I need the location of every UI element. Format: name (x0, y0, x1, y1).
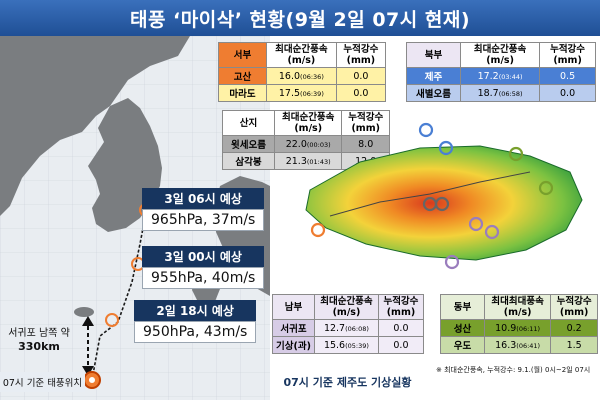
station-markers (310, 122, 554, 270)
table-row: 기상(과) 15.6(05:39) 0.0 (272, 336, 425, 354)
table-header: 최대최대풍속 (m/s) (483, 294, 552, 320)
forecast-value: 965hPa, 37m/s (142, 209, 265, 231)
forecast-box-1: 3일 06시 예상 965hPa, 37m/s (142, 188, 265, 231)
table-header: 최대순간풍속 (m/s) (314, 294, 379, 320)
table-header: 최대순간풍속 (m/s) (266, 42, 337, 68)
forecast-box-3: 2일 18시 예상 950hPa, 43m/s (134, 300, 257, 343)
jeju-weather-map (305, 122, 583, 270)
jeju-caption: 07시 기준 제주도 기상실황 (283, 376, 412, 389)
typhoon-track-line (91, 211, 147, 381)
table-header: 누적강수 (mm) (550, 294, 598, 320)
table-header: 최대순간풍속 (m/s) (459, 42, 541, 68)
forecast-time: 3일 06시 예상 (142, 188, 265, 209)
station-east-icon (508, 146, 524, 162)
table-row: 윗세오름 22.0(00:03) 8.0 (222, 135, 390, 153)
forecast-value: 950hPa, 43m/s (134, 321, 257, 343)
table-row: 마라도 17.5(06:39) 0.0 (218, 84, 387, 102)
east-table: 동부 최대최대풍속 (m/s) 누적강수 (mm) 성산 10.9(06:11)… (440, 294, 598, 354)
table-header: 최대순간풍속 (m/s) (273, 110, 343, 136)
forecast-value: 955hPa, 40m/s (142, 267, 265, 289)
footnote: ※ 최대순간풍속, 누적강수: 9.1.(월) 0시~2일 07시 (436, 366, 591, 374)
page-title: 태풍 ‘마이삭’ 현황(9월 2일 07시 현재) (129, 8, 471, 31)
station-mountain-icon (434, 196, 450, 212)
station-south-icon (484, 224, 500, 240)
station-north-icon (438, 140, 454, 156)
current-position-label: 07시 기준 태풍위치 (0, 372, 85, 392)
west-table: 서부 최대순간풍속 (m/s) 누적강수 (mm) 고산 16.0(06:36)… (218, 42, 387, 102)
title-bar: 태풍 ‘마이삭’ 현황(9월 2일 07시 현재) (0, 0, 600, 36)
table-row: 서귀포 12.7(06:08) 0.0 (272, 319, 425, 337)
station-south-icon (468, 216, 484, 232)
distance-label: 서귀포 남쪽 약 330km (8, 328, 70, 353)
table-row: 고산 16.0(06:36) 0.0 (218, 67, 387, 85)
table-row: 우도 16.3(06:41) 1.5 (440, 336, 598, 354)
forecast-box-2: 3일 00시 예상 955hPa, 40m/s (142, 246, 265, 289)
table-header: 동부 (440, 294, 485, 320)
table-header: 산지 (222, 110, 275, 136)
table-header: 서부 (218, 42, 267, 68)
land-china (0, 36, 190, 216)
table-row: 성산 10.9(06:11) 0.2 (440, 319, 598, 337)
station-south-icon (444, 254, 460, 270)
table-header: 북부 (406, 42, 461, 68)
station-west-icon (310, 222, 326, 238)
station-east-icon (538, 180, 554, 196)
table-header: 누적강수 (mm) (335, 42, 387, 68)
table-row: 새별오름 18.7(06:58) 0.0 (406, 84, 596, 102)
forecast-time: 2일 18시 예상 (134, 300, 257, 321)
south-table: 남부 최대순간풍속 (m/s) 누적강수 (mm) 서귀포 12.7(06:08… (272, 294, 425, 354)
table-header: 누적강수 (mm) (341, 110, 390, 136)
table-header: 누적강수 (mm) (377, 294, 425, 320)
table-header: 남부 (272, 294, 315, 320)
table-row: 제주 17.2(03:44) 0.5 (406, 67, 596, 85)
table-header: 누적강수 (mm) (539, 42, 596, 68)
north-table: 북부 최대순간풍속 (m/s) 누적강수 (mm) 제주 17.2(03:44)… (406, 42, 596, 102)
jeju-island-shape (305, 145, 583, 261)
forecast-time: 3일 00시 예상 (142, 246, 265, 267)
station-north-icon (418, 122, 434, 138)
land-jeju (74, 307, 94, 317)
mountain-ridge-line (329, 171, 531, 217)
